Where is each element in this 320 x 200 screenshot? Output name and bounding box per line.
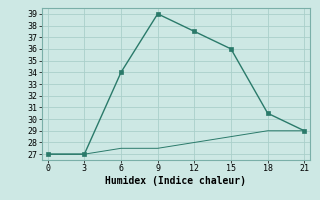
X-axis label: Humidex (Indice chaleur): Humidex (Indice chaleur) [106, 176, 246, 186]
